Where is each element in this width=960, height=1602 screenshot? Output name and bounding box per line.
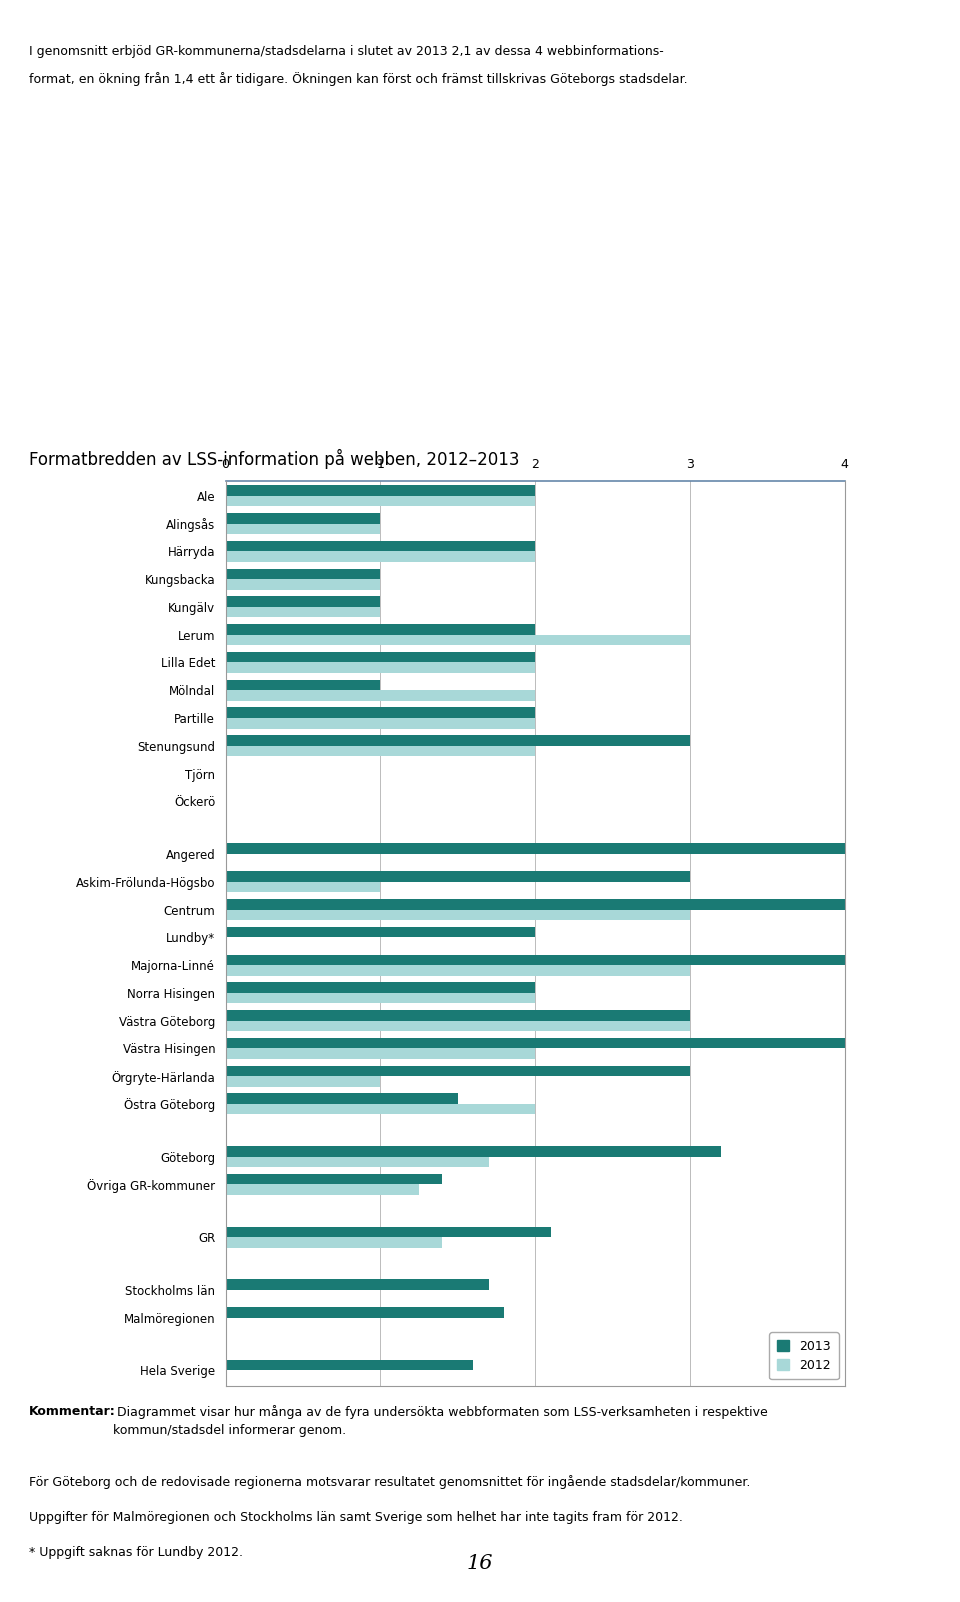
Text: För Göteborg och de redovisade regionerna motsvarar resultatet genomsnittet för : För Göteborg och de redovisade regionern… [29,1475,750,1490]
Bar [226,899,845,910]
Bar [226,747,535,756]
Bar [226,679,380,690]
Bar [226,881,380,892]
Bar [226,1038,845,1048]
Bar [226,551,535,562]
Bar [226,1237,443,1248]
Bar [226,513,380,524]
Bar [226,1104,535,1115]
Legend: 2013, 2012: 2013, 2012 [769,1333,838,1379]
Text: Kommentar:: Kommentar: [29,1405,115,1418]
Text: 16: 16 [467,1554,493,1573]
Bar [226,1011,690,1020]
Bar [226,524,380,533]
Bar [226,1077,380,1086]
Bar [226,1307,504,1318]
Bar [226,1184,420,1195]
Bar [226,634,690,646]
Bar [226,497,535,506]
Text: Uppgifter för Malmöregionen och Stockholms län samt Sverige som helhet har inte : Uppgifter för Malmöregionen och Stockhol… [29,1511,683,1524]
Bar [226,955,845,964]
Bar [226,541,535,551]
Bar [226,625,535,634]
Bar [226,690,535,700]
Bar [226,708,535,718]
Bar [226,1145,721,1157]
Bar [226,580,380,590]
Text: format, en ökning från 1,4 ett år tidigare. Ökningen kan först och främst tillsk: format, en ökning från 1,4 ett år tidiga… [29,72,687,87]
Bar [226,1048,535,1059]
Bar [226,1094,458,1104]
Bar [226,928,535,937]
Bar [226,1227,551,1237]
Text: Formatbredden av LSS-information på webben, 2012–2013: Formatbredden av LSS-information på webb… [29,449,519,469]
Text: Diagrammet visar hur många av de fyra undersökta webbformaten som LSS-verksamhet: Diagrammet visar hur många av de fyra un… [113,1405,768,1437]
Bar [226,871,690,881]
Bar [226,485,535,497]
Bar [226,1360,473,1370]
Bar [226,596,380,607]
Bar [226,1280,489,1290]
Bar [226,910,690,920]
Bar [226,982,535,993]
Bar [226,964,690,976]
Bar [226,844,845,854]
Bar [226,718,535,729]
Bar [226,569,380,580]
Bar [226,652,535,663]
Bar [226,1157,489,1168]
Bar [226,1020,690,1032]
Text: I genomsnitt erbjöd GR-kommunerna/stadsdelarna i slutet av 2013 2,1 av dessa 4 w: I genomsnitt erbjöd GR-kommunerna/stadsd… [29,45,663,58]
Bar [226,1174,443,1184]
Text: * Uppgift saknas för Lundby 2012.: * Uppgift saknas för Lundby 2012. [29,1546,243,1559]
Bar [226,607,380,617]
Bar [226,663,535,673]
Bar [226,1065,690,1077]
Bar [226,993,535,1003]
Bar [226,735,690,747]
